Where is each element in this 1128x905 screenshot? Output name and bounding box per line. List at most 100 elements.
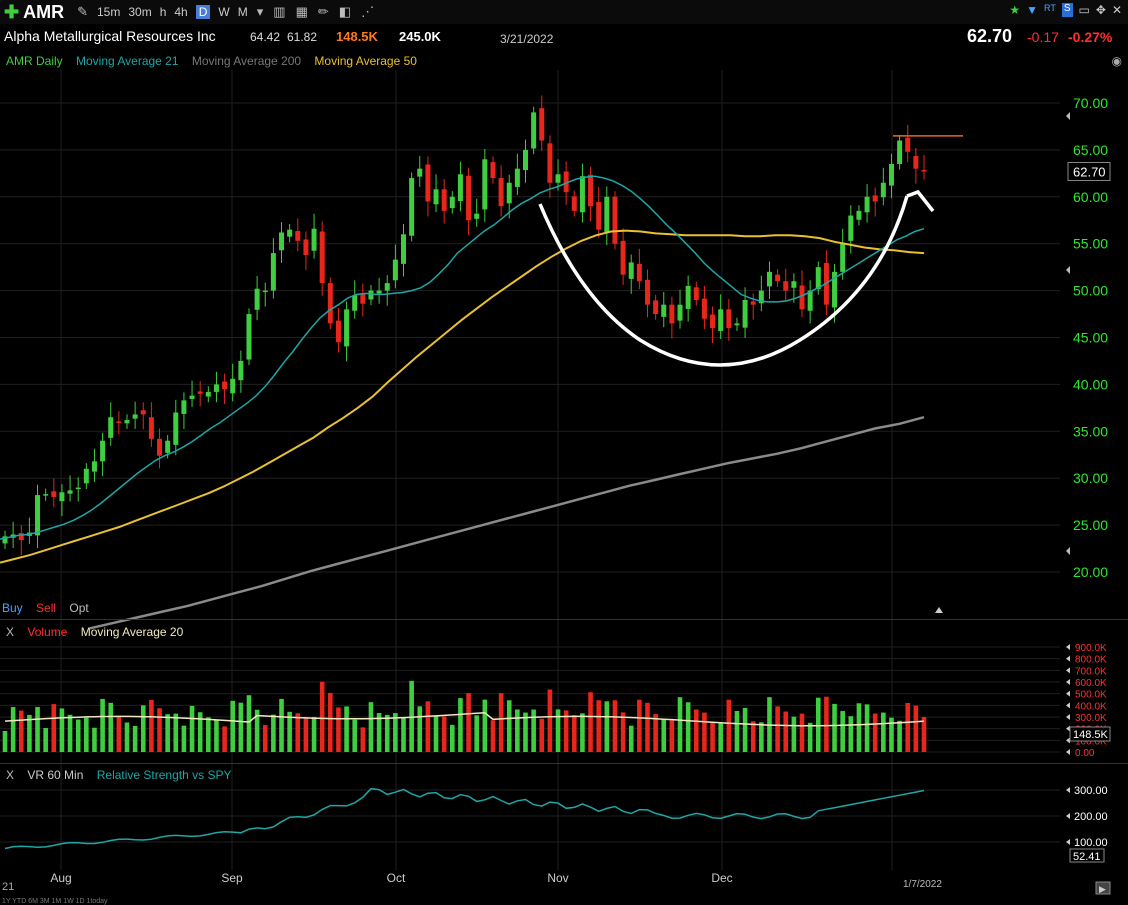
price-change: -0.17: [1027, 29, 1059, 45]
legend-vr[interactable]: VR 60 Min: [27, 768, 84, 782]
volume-bar: [344, 706, 349, 752]
candle-body: [91, 461, 97, 472]
axis-marker-icon: [1066, 813, 1070, 819]
settings-icon[interactable]: ▭: [1078, 3, 1090, 17]
candle-body: [75, 487, 81, 490]
volume-bar: [425, 701, 431, 752]
candle-body: [238, 360, 244, 381]
tab-4h[interactable]: 4h: [174, 5, 188, 19]
legend-volume-ma20[interactable]: Moving Average 20: [80, 625, 184, 639]
volume-bar: [824, 696, 829, 752]
volume-bar: [75, 719, 81, 752]
add-symbol-icon[interactable]: ✚: [4, 1, 20, 22]
tab-15m[interactable]: 15m: [97, 5, 121, 19]
chevron-down-icon[interactable]: ▾: [256, 4, 264, 19]
legend-ma200[interactable]: Moving Average 200: [191, 54, 302, 68]
candle-body: [368, 290, 374, 300]
axis-marker-icon: [1066, 839, 1070, 845]
candle-body: [539, 108, 545, 141]
volume-tick-label: 900.0K: [1075, 643, 1107, 654]
volume-bar: [596, 700, 601, 752]
candle-body: [555, 174, 561, 183]
range-labels[interactable]: 1Y YTD 6M 3M 1M 1W 1D 1today: [2, 898, 108, 905]
price-tick-label: 25.00: [1073, 517, 1108, 533]
last-price-tag: 62.70: [1073, 164, 1106, 179]
close-indicator-button[interactable]: X: [6, 768, 15, 782]
volume-bar: [124, 722, 130, 752]
candle-body: [35, 495, 41, 536]
candle-body: [417, 168, 423, 177]
candle-body: [384, 283, 390, 291]
close-volume-button[interactable]: X: [6, 625, 15, 639]
close-icon[interactable]: ✕: [1111, 3, 1122, 17]
volume-bar: [100, 698, 105, 752]
candle-body: [921, 170, 927, 172]
candle-body: [498, 178, 504, 207]
volume-bar: [189, 705, 195, 752]
price-tick-label: 55.00: [1073, 236, 1108, 252]
volume-bar: [498, 693, 504, 752]
bell-icon[interactable]: ✎: [77, 4, 88, 19]
volume-bar: [848, 716, 854, 752]
panel-divider[interactable]: [0, 763, 1128, 764]
tab-m[interactable]: M: [237, 5, 248, 19]
indicators-icon[interactable]: ▦: [295, 4, 308, 19]
share-icon[interactable]: ⋰: [361, 4, 375, 19]
move-icon[interactable]: ✥: [1095, 3, 1106, 17]
volume-bar: [287, 711, 292, 752]
indicator-tick-label: 300.00: [1074, 785, 1108, 797]
candle-body: [750, 301, 756, 305]
legend-ma21[interactable]: Moving Average 21: [76, 54, 179, 68]
candle-body: [311, 228, 317, 251]
candle-body: [124, 420, 130, 424]
candle-body: [766, 271, 772, 287]
chart-type-icon[interactable]: ▥: [273, 4, 286, 19]
panel-divider[interactable]: [0, 619, 1128, 620]
volume-bar: [783, 711, 789, 752]
rs-line: [4, 787, 925, 850]
legend-rs[interactable]: Relative Strength vs SPY: [96, 768, 232, 782]
volume-bar: [108, 702, 114, 752]
axis-marker-icon: [1066, 714, 1070, 720]
layout-icon[interactable]: ◧: [338, 4, 352, 19]
volume-ma-line: [4, 712, 925, 727]
rt-icon[interactable]: RT: [1044, 3, 1056, 13]
candle-body: [840, 243, 846, 272]
axis-marker-icon: [1066, 737, 1070, 744]
price-tick-label: 35.00: [1073, 423, 1108, 439]
legend-ma50[interactable]: Moving Average 50: [314, 54, 417, 68]
drawing-icon[interactable]: ✏: [317, 4, 329, 19]
symbol-label[interactable]: AMR: [23, 1, 65, 22]
volume-bar: [238, 702, 244, 752]
candle-body: [116, 421, 122, 423]
volume-bar: [84, 717, 89, 752]
price-tick-label: 45.00: [1073, 330, 1108, 346]
buy-button[interactable]: Buy: [2, 601, 23, 615]
axis-marker-icon: [1066, 679, 1070, 685]
tab-w[interactable]: W: [218, 5, 230, 19]
legend-volume[interactable]: Volume: [27, 625, 68, 639]
candle-body: [734, 323, 740, 326]
avg-volume-value: 245.0K: [399, 29, 441, 44]
volume-bar: [2, 731, 8, 752]
tab-h[interactable]: h: [159, 5, 167, 19]
volume-legend: X Volume Moving Average 20: [6, 625, 193, 639]
legend-daily[interactable]: AMR Daily: [6, 54, 63, 68]
month-tick-label: Sep: [221, 871, 243, 885]
volume-bar: [710, 721, 715, 752]
candle-body: [148, 417, 154, 439]
tab-30m[interactable]: 30m: [128, 5, 152, 19]
candle-body: [872, 195, 878, 202]
candle-body: [344, 309, 350, 347]
settings-s-icon[interactable]: S: [1061, 3, 1073, 17]
axis-marker-icon: [1066, 725, 1070, 732]
volume-bar: [637, 699, 642, 752]
tab-d[interactable]: D: [195, 5, 211, 19]
palette-icon[interactable]: ◉: [1111, 54, 1122, 68]
star-icon[interactable]: ★: [1009, 3, 1021, 17]
filter-icon[interactable]: ▼: [1026, 3, 1039, 17]
candle-body: [67, 490, 73, 494]
opt-button[interactable]: Opt: [69, 601, 89, 615]
sell-button[interactable]: Sell: [36, 601, 57, 615]
